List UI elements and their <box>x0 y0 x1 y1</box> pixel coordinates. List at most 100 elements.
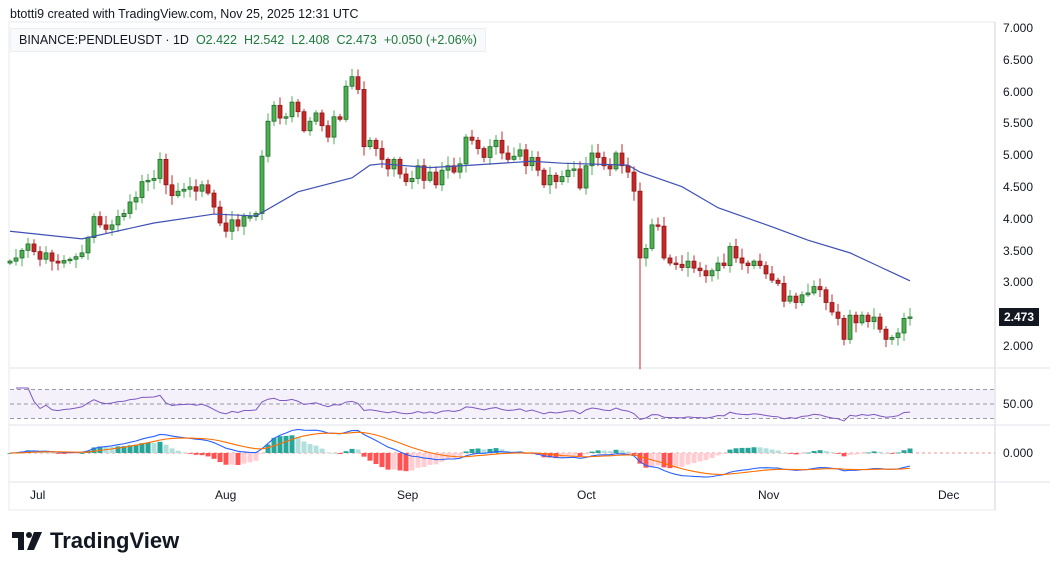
candle-body <box>631 171 637 192</box>
macd-histogram-bar <box>115 446 121 453</box>
macd-histogram-bar <box>307 444 313 453</box>
macd-histogram-bar <box>841 453 847 457</box>
candle-body <box>343 85 349 120</box>
candle-body <box>103 224 109 230</box>
macd-histogram-bar <box>169 448 175 453</box>
macd-histogram-bar <box>661 453 667 468</box>
candle-body <box>355 76 361 90</box>
candle-body <box>517 149 523 157</box>
macd-histogram-bar <box>73 453 79 454</box>
candle-body <box>67 258 73 262</box>
macd-histogram-bar <box>577 453 583 457</box>
macd-histogram-bar <box>97 446 103 453</box>
macd-histogram-bar <box>367 453 373 461</box>
macd-histogram-bar <box>679 453 685 467</box>
macd-histogram-bar <box>457 453 463 456</box>
macd-histogram-bar <box>781 452 787 454</box>
candle-body <box>769 273 775 281</box>
macd-histogram-bar <box>667 453 673 469</box>
ohlc-low: L2.408 <box>291 33 330 47</box>
macd-histogram-bar <box>709 453 715 459</box>
candle-body <box>655 224 661 227</box>
macd-histogram-bar <box>409 453 415 471</box>
macd-histogram-bar <box>313 445 319 453</box>
macd-histogram-bar <box>619 450 625 453</box>
macd-histogram-bar <box>763 448 769 453</box>
candle-body <box>49 252 55 262</box>
macd-histogram-bar <box>193 453 199 455</box>
candle-body <box>691 260 697 269</box>
price-axis-tick: 3.000 <box>1003 275 1034 290</box>
time-axis-tick: Nov <box>758 488 780 502</box>
macd-histogram-bar <box>151 443 157 453</box>
macd-histogram-bar <box>625 451 631 453</box>
macd-histogram-bar <box>499 449 505 453</box>
candle-body <box>697 267 703 272</box>
ohlc-open: O2.422 <box>195 33 237 47</box>
macd-histogram-bar <box>877 451 883 453</box>
macd-histogram-bar <box>829 452 835 454</box>
macd-histogram-bar <box>163 444 169 453</box>
candle-body <box>715 262 721 272</box>
candle-body <box>679 263 685 268</box>
candle-body <box>43 252 49 260</box>
macd-histogram-bar <box>55 453 61 454</box>
candle-body <box>727 246 733 266</box>
candle-body <box>115 216 121 226</box>
macd-histogram-bar <box>463 451 469 453</box>
candle-body <box>757 260 763 266</box>
macd-histogram-bar <box>805 452 811 454</box>
candle-body <box>625 165 631 173</box>
candle-body <box>217 206 223 224</box>
candle-body <box>847 314 853 340</box>
candle-body <box>739 257 745 264</box>
candle-body <box>55 260 61 264</box>
price-axis-tick: 5.500 <box>1003 116 1034 131</box>
candle-body <box>859 314 865 324</box>
macd-line <box>9 428 911 478</box>
macd-histogram-bar <box>421 453 427 467</box>
candle-body <box>589 152 595 167</box>
macd-histogram-bar <box>337 453 343 454</box>
candle-body <box>73 256 79 260</box>
macd-histogram-bar <box>223 453 229 465</box>
macd-histogram-bar <box>823 450 829 453</box>
candle-body <box>457 163 463 173</box>
macd-histogram-bar <box>775 450 781 453</box>
macd-histogram-bar <box>553 453 559 459</box>
macd-histogram-bar <box>343 451 349 453</box>
candle-body <box>169 184 175 197</box>
macd-histogram-bar <box>319 448 325 453</box>
candle-body <box>493 139 499 148</box>
ohlc-close: C2.473 <box>336 33 377 47</box>
candle-body <box>721 262 727 266</box>
candle-body <box>109 224 115 230</box>
rsi-line <box>16 387 911 422</box>
candle-body <box>313 112 319 122</box>
candle-body <box>277 104 283 119</box>
macd-histogram-bar <box>685 453 691 465</box>
macd-histogram-bar <box>871 451 877 453</box>
macd-histogram-bar <box>487 448 493 453</box>
candle-body <box>235 219 241 227</box>
candle-body <box>745 262 751 266</box>
macd-histogram-bar <box>631 453 637 455</box>
macd-histogram-bar <box>739 447 745 453</box>
macd-histogram-bar <box>403 453 409 472</box>
chart-credit: btotti9 created with TradingView.com, No… <box>10 7 359 21</box>
macd-histogram-bar <box>415 453 421 468</box>
candle-body <box>145 179 151 183</box>
price-axis-tick: 2.000 <box>1003 339 1034 353</box>
macd-histogram-bar <box>715 453 721 456</box>
candle-body <box>595 152 601 158</box>
macd-histogram-bar <box>703 453 709 461</box>
price-chart[interactable] <box>0 0 1057 520</box>
macd-histogram-bar <box>469 448 475 453</box>
candle-body <box>907 316 913 319</box>
candle-body <box>409 178 415 183</box>
symbol-name[interactable]: BINANCE:PENDLEUSDT · 1D <box>19 33 189 47</box>
candle-body <box>811 286 817 294</box>
candle-body <box>781 282 787 302</box>
candle-body <box>397 158 403 175</box>
macd-histogram-bar <box>49 452 55 454</box>
